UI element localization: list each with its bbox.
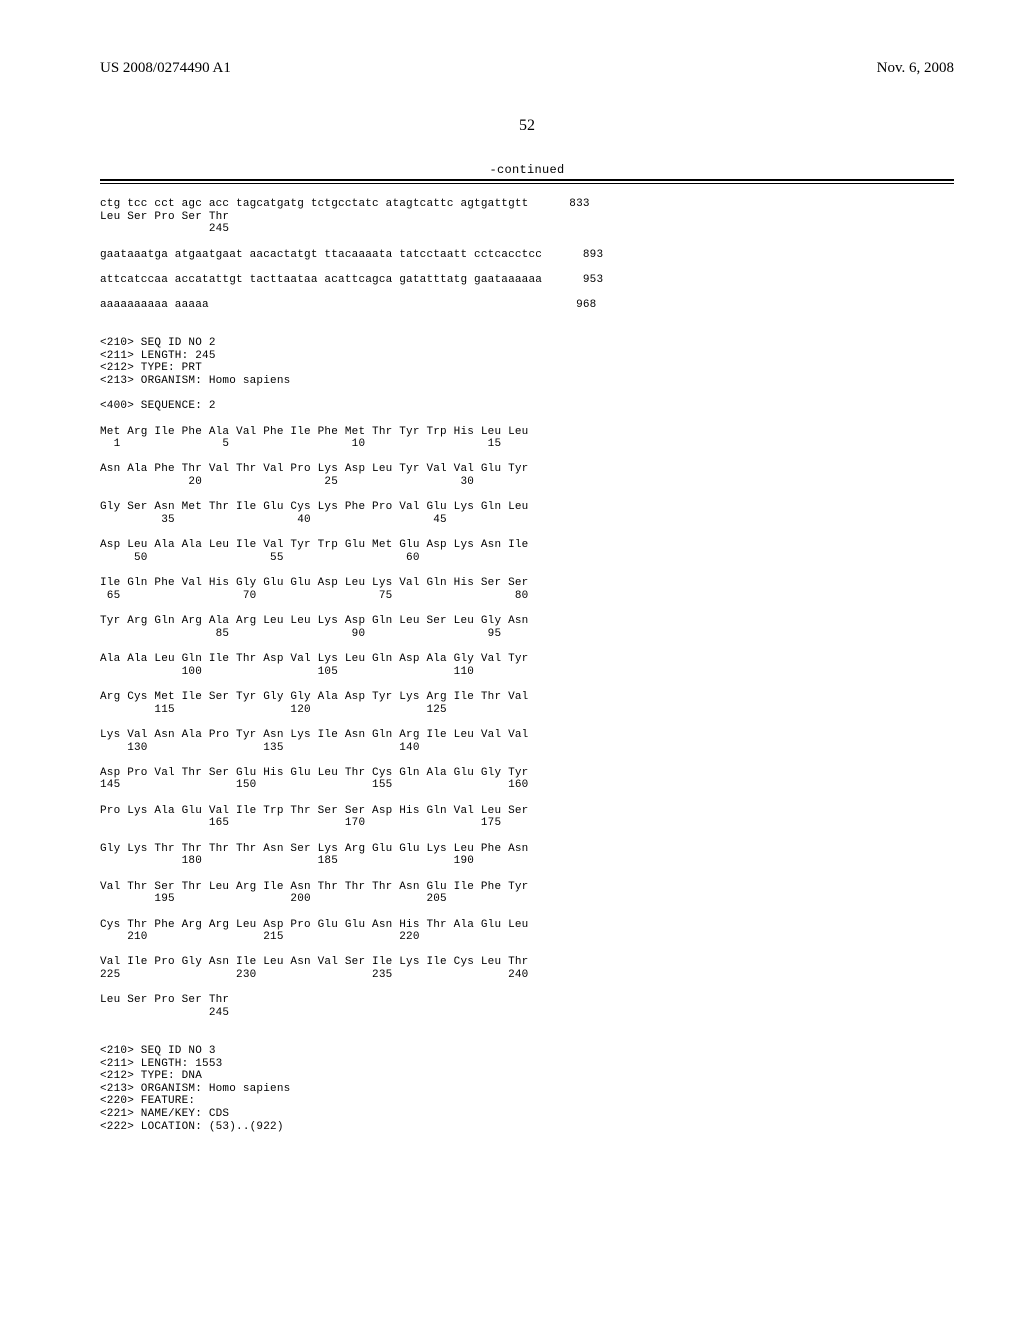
publication-number: US 2008/0274490 A1 [100,60,231,77]
continued-label: -continued [100,163,954,177]
document-header: US 2008/0274490 A1 Nov. 6, 2008 [100,60,954,77]
sequence-listing: ctg tcc cct agc acc tagcatgatg tctgcctat… [100,198,954,1133]
divider-thin [100,183,954,184]
divider-thick [100,179,954,181]
publication-date: Nov. 6, 2008 [877,60,954,77]
page-number: 52 [100,117,954,135]
